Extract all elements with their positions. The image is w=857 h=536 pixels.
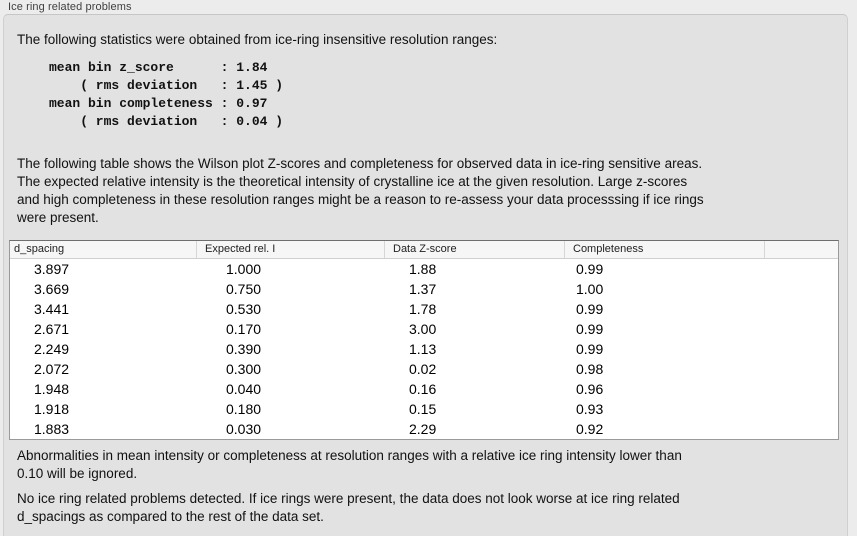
cell-expected-rel-i: 0.750 xyxy=(226,281,262,297)
cell-filler xyxy=(765,419,838,439)
column-header-data-z-score[interactable]: Data Z-score xyxy=(385,241,565,258)
cell-filler xyxy=(765,299,838,319)
cell-completeness: 0.93 xyxy=(576,401,604,417)
cell-data-z-score: 0.02 xyxy=(409,361,437,377)
cell-completeness: 0.96 xyxy=(576,381,604,397)
cell-expected-rel-i: 0.300 xyxy=(226,361,262,377)
cell-data-z-score: 1.88 xyxy=(409,261,437,277)
cell-completeness: 0.99 xyxy=(576,321,604,337)
cell-d-spacing: 1.918 xyxy=(34,401,70,417)
table-body: 3.897 1.000 1.88 0.99 3.669 0.750 1.37 1.00 3.44… xyxy=(10,259,838,439)
conclusion-note: No ice ring related problems detected. I… xyxy=(17,491,680,524)
table-row[interactable]: 1.883 0.030 2.29 0.92 xyxy=(10,419,838,439)
intro-text: The following statistics were obtained f… xyxy=(17,32,498,47)
cell-filler xyxy=(765,399,838,419)
cell-d-spacing: 2.671 xyxy=(34,321,70,337)
cell-d-spacing: 3.897 xyxy=(34,261,70,277)
cell-d-spacing: 1.948 xyxy=(34,381,70,397)
cell-d-spacing: 1.883 xyxy=(34,421,70,437)
ice-ring-table: d_spacing Expected rel. I Data Z-score C… xyxy=(9,240,839,440)
cell-filler xyxy=(765,319,838,339)
cell-data-z-score: 1.37 xyxy=(409,281,437,297)
column-header-filler xyxy=(765,241,838,258)
cell-filler xyxy=(765,339,838,359)
cell-completeness: 0.98 xyxy=(576,361,604,377)
column-header-expected-rel-i[interactable]: Expected rel. I xyxy=(197,241,385,258)
cell-expected-rel-i: 0.030 xyxy=(226,421,262,437)
cell-filler xyxy=(765,379,838,399)
table-row[interactable]: 2.249 0.390 1.13 0.99 xyxy=(10,339,838,359)
cell-filler xyxy=(765,279,838,299)
cell-data-z-score: 0.16 xyxy=(409,381,437,397)
cell-expected-rel-i: 0.040 xyxy=(226,381,262,397)
cell-d-spacing: 3.669 xyxy=(34,281,70,297)
table-row[interactable]: 3.441 0.530 1.78 0.99 xyxy=(10,299,838,319)
description-text: The following table shows the Wilson plo… xyxy=(17,156,704,225)
column-header-d-spacing[interactable]: d_spacing xyxy=(10,241,197,258)
cell-expected-rel-i: 0.170 xyxy=(226,321,262,337)
cell-data-z-score: 2.29 xyxy=(409,421,437,437)
stats-block: mean bin z_score : 1.84 ( rms deviation … xyxy=(49,60,284,129)
table-row[interactable]: 3.897 1.000 1.88 0.99 xyxy=(10,259,838,279)
table-row[interactable]: 3.669 0.750 1.37 1.00 xyxy=(10,279,838,299)
column-header-completeness[interactable]: Completeness xyxy=(565,241,765,258)
table-row[interactable]: 2.072 0.300 0.02 0.98 xyxy=(10,359,838,379)
cell-data-z-score: 0.15 xyxy=(409,401,437,417)
cell-d-spacing: 2.072 xyxy=(34,361,70,377)
cell-data-z-score: 1.78 xyxy=(409,301,437,317)
ignore-note: Abnormalities in mean intensity or compl… xyxy=(17,448,682,481)
cell-filler xyxy=(765,259,838,279)
cell-filler xyxy=(765,359,838,379)
cell-completeness: 0.99 xyxy=(576,341,604,357)
table-row[interactable]: 1.918 0.180 0.15 0.93 xyxy=(10,399,838,419)
cell-data-z-score: 1.13 xyxy=(409,341,437,357)
cell-completeness: 1.00 xyxy=(576,281,604,297)
cell-expected-rel-i: 0.390 xyxy=(226,341,262,357)
cell-d-spacing: 2.249 xyxy=(34,341,70,357)
table-row[interactable]: 1.948 0.040 0.16 0.96 xyxy=(10,379,838,399)
cell-data-z-score: 3.00 xyxy=(409,321,437,337)
group-box-title: Ice ring related problems xyxy=(8,1,132,13)
cell-d-spacing: 3.441 xyxy=(34,301,70,317)
group-box: The following statistics were obtained f… xyxy=(3,14,848,536)
cell-expected-rel-i: 0.530 xyxy=(226,301,262,317)
table-row[interactable]: 2.671 0.170 3.00 0.99 xyxy=(10,319,838,339)
cell-completeness: 0.92 xyxy=(576,421,604,437)
cell-expected-rel-i: 1.000 xyxy=(226,261,262,277)
cell-completeness: 0.99 xyxy=(576,261,604,277)
cell-expected-rel-i: 0.180 xyxy=(226,401,262,417)
cell-completeness: 0.99 xyxy=(576,301,604,317)
table-header: d_spacing Expected rel. I Data Z-score C… xyxy=(10,241,838,259)
